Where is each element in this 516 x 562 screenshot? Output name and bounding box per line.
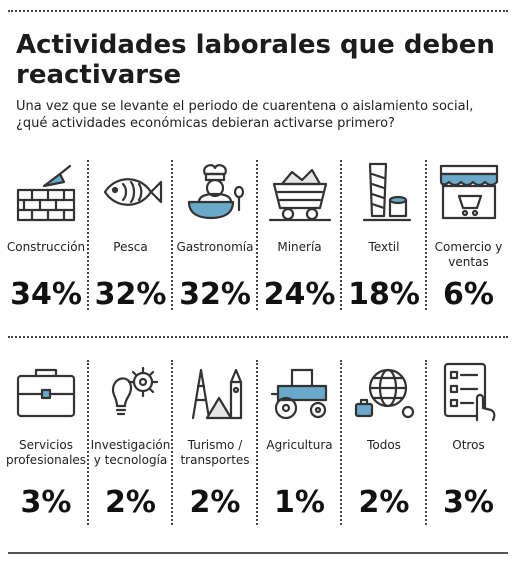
category-percentage: 18%: [348, 277, 420, 312]
category-cell: Investigación y tecnología 2%: [89, 360, 173, 520]
category-percentage: 2%: [105, 485, 156, 520]
bottom-rule: [8, 552, 508, 554]
category-cell: Textil 18%: [342, 160, 426, 320]
category-percentage: 32%: [94, 277, 167, 312]
category-percentage: 2%: [358, 485, 410, 520]
category-percentage: 32%: [179, 277, 251, 312]
storefront-icon: [437, 160, 501, 224]
category-label: Gastronomía: [176, 240, 254, 254]
chart-subtitle: Una vez que se levante el periodo de cua…: [16, 99, 474, 131]
category-percentage: 3%: [443, 485, 494, 520]
category-cell: Todos 2%: [342, 360, 426, 520]
chart-title: Actividades laborales que deben reactiva…: [16, 30, 495, 90]
category-label: Pesca: [113, 240, 148, 254]
category-cell: Agricultura 1%: [258, 360, 342, 520]
column-divider: [340, 160, 342, 310]
column-divider: [171, 360, 173, 525]
lightbulb-gear-icon: [99, 360, 163, 424]
category-row-1: Construcción 34% Pesca 32% Gastronomía 32% Min…: [4, 160, 512, 320]
category-label: Textil: [368, 240, 400, 254]
category-cell: Otros 3%: [427, 360, 511, 520]
category-cell: Servicios profesionales 3%: [4, 360, 88, 520]
category-cell: Pesca 32%: [89, 160, 173, 320]
category-label: Servicios profesionales: [5, 438, 87, 467]
column-divider: [424, 160, 427, 310]
category-cell: Turismo / transportes 2%: [173, 360, 257, 520]
category-label: Construcción: [6, 240, 86, 254]
category-label: Comercio y ventas: [434, 240, 503, 269]
column-divider: [340, 360, 342, 525]
category-label: Turismo / transportes: [180, 438, 250, 467]
category-label: Otros: [452, 438, 485, 452]
landmarks-icon: [183, 360, 247, 424]
tractor-icon: [268, 360, 332, 424]
briefcase-icon: [14, 360, 78, 424]
mine-cart-icon: [268, 160, 332, 224]
brick-wall-trowel-icon: [14, 160, 78, 224]
row-divider: [8, 336, 508, 338]
category-label: Investigación y tecnología: [90, 438, 171, 467]
category-row-2: Servicios profesionales 3% Investigación y…: [4, 360, 512, 530]
category-percentage: 3%: [20, 485, 72, 520]
checklist-icon: [437, 360, 501, 424]
top-divider: [8, 10, 508, 12]
column-divider: [86, 360, 89, 525]
column-divider: [86, 160, 89, 310]
column-divider: [255, 360, 258, 525]
category-cell: Gastronomía 32%: [173, 160, 257, 320]
category-label: Minería: [277, 240, 322, 254]
column-divider: [171, 160, 173, 310]
category-label: Agricultura: [266, 438, 333, 452]
category-percentage: 34%: [10, 277, 82, 312]
category-percentage: 24%: [263, 277, 336, 312]
category-cell: Comercio y ventas 6%: [427, 160, 511, 320]
category-cell: Minería 24%: [258, 160, 342, 320]
category-percentage: 2%: [189, 485, 241, 520]
category-label: Todos: [367, 438, 401, 452]
category-percentage: 1%: [274, 485, 325, 520]
category-cell: Construcción 34%: [4, 160, 88, 320]
thread-spool-icon: [352, 160, 416, 224]
column-divider: [424, 360, 427, 525]
column-divider: [255, 160, 258, 310]
globe-icon: [352, 360, 416, 424]
chef-icon: [183, 160, 247, 224]
category-percentage: 6%: [443, 277, 494, 312]
fish-icon: [99, 160, 163, 224]
